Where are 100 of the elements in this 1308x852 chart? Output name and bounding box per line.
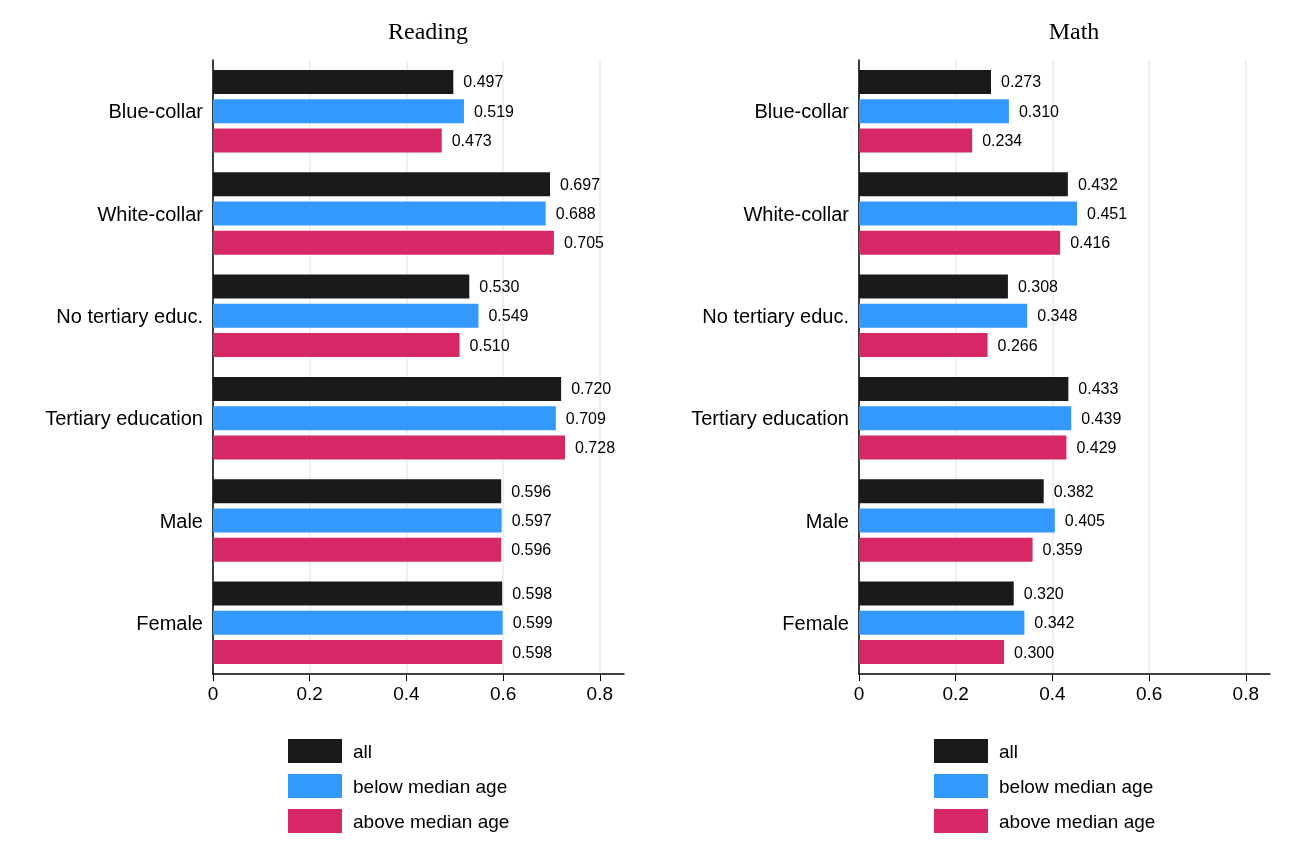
data-label: 0.720 — [571, 380, 612, 398]
data-label: 0.300 — [1014, 643, 1055, 661]
data-label: 0.342 — [1034, 614, 1075, 632]
data-label: 0.598 — [512, 585, 553, 603]
x-tick-label: 0.6 — [1135, 683, 1163, 704]
chart-title: Reading — [388, 18, 468, 44]
data-label: 0.497 — [463, 73, 504, 91]
bar — [213, 274, 470, 299]
data-label: 0.320 — [1023, 585, 1064, 603]
data-label: 0.510 — [469, 336, 510, 354]
x-tick-label: 0 — [853, 683, 865, 704]
bar — [213, 99, 464, 124]
bar — [213, 303, 479, 328]
data-label: 0.234 — [982, 131, 1023, 149]
bar — [859, 640, 1005, 665]
bar — [859, 406, 1072, 431]
x-tick-label: 0.2 — [942, 683, 969, 704]
bar — [859, 274, 1008, 299]
data-label: 0.597 — [511, 512, 552, 529]
data-label: 0.266 — [997, 336, 1038, 354]
bar — [213, 376, 562, 401]
bar — [859, 128, 973, 153]
legend-label: all — [999, 740, 1019, 762]
data-label: 0.348 — [1037, 307, 1078, 325]
data-label: 0.429 — [1076, 438, 1117, 456]
x-tick-label: 0.8 — [586, 683, 614, 704]
data-label: 0.433 — [1078, 380, 1119, 398]
y-tick-label: Tertiary education — [45, 407, 203, 430]
data-label: 0.310 — [1018, 102, 1060, 120]
y-tick-label: Blue-collar — [108, 100, 204, 123]
data-label: 0.598 — [512, 643, 553, 661]
bar — [213, 172, 551, 197]
data-label: 0.697 — [560, 175, 601, 193]
x-tick-label: 0.4 — [393, 683, 421, 704]
y-tick-label: White-collar — [97, 202, 204, 225]
x-tick-label: 0.4 — [1039, 683, 1067, 704]
bar — [859, 537, 1033, 562]
bar — [213, 610, 503, 635]
bar — [859, 303, 1028, 328]
x-tick-label: 0.8 — [1232, 683, 1260, 704]
bar — [213, 128, 442, 153]
legend-label: below median age — [999, 775, 1154, 797]
bar — [213, 435, 566, 460]
bar — [859, 435, 1067, 460]
data-label: 0.308 — [1017, 278, 1059, 296]
y-tick-label: Tertiary education — [691, 407, 849, 430]
bar — [859, 69, 991, 94]
bar — [213, 333, 460, 358]
y-tick-label: No tertiary educ. — [56, 304, 203, 327]
data-label: 0.416 — [1070, 234, 1111, 252]
x-tick-label: 0.6 — [489, 683, 517, 704]
data-label: 0.596 — [511, 482, 552, 500]
y-tick-label: Female — [136, 611, 203, 634]
y-tick-label: Female — [782, 611, 849, 634]
bar — [859, 201, 1078, 226]
data-label: 0.530 — [479, 278, 520, 296]
y-tick-label: Blue-collar — [754, 100, 850, 123]
bar — [859, 479, 1044, 504]
bar — [859, 172, 1068, 197]
data-label: 0.709 — [565, 409, 606, 427]
bar — [859, 508, 1055, 533]
y-tick-label: Male — [805, 509, 849, 532]
bar — [859, 99, 1009, 124]
data-label: 0.432 — [1077, 175, 1119, 193]
bar — [859, 230, 1061, 255]
chart-title: Math — [1048, 18, 1100, 44]
bar — [213, 69, 454, 94]
legend-label: below median age — [353, 775, 508, 797]
x-tick-label: 0 — [207, 683, 219, 704]
bar — [859, 333, 988, 358]
y-tick-label: No tertiary educ. — [702, 304, 849, 327]
data-label: 0.705 — [563, 234, 605, 252]
data-label: 0.688 — [555, 205, 596, 222]
y-tick-label: White-collar — [743, 202, 850, 225]
data-label: 0.473 — [451, 131, 492, 149]
data-label: 0.728 — [575, 438, 616, 456]
data-label: 0.549 — [488, 307, 529, 325]
data-label: 0.596 — [511, 541, 552, 559]
legend-label: all — [353, 740, 373, 762]
bar — [213, 508, 502, 533]
y-tick-label: Male — [159, 509, 203, 532]
data-label: 0.405 — [1064, 512, 1105, 529]
bar — [213, 406, 556, 431]
data-label: 0.382 — [1053, 482, 1094, 500]
data-label: 0.519 — [473, 102, 515, 120]
bar — [213, 537, 502, 562]
data-label: 0.599 — [512, 614, 553, 632]
bar — [213, 581, 503, 606]
data-label: 0.359 — [1042, 541, 1083, 559]
data-label: 0.451 — [1087, 205, 1128, 222]
legend-label: above median age — [999, 810, 1156, 832]
bar — [859, 581, 1014, 606]
bar — [213, 640, 503, 665]
data-label: 0.273 — [1001, 73, 1042, 91]
x-tick-label: 0.2 — [296, 683, 323, 704]
bar — [859, 376, 1069, 401]
legend-label: above median age — [353, 810, 510, 832]
bar — [213, 479, 502, 504]
bar — [859, 610, 1025, 635]
bar — [213, 230, 554, 255]
